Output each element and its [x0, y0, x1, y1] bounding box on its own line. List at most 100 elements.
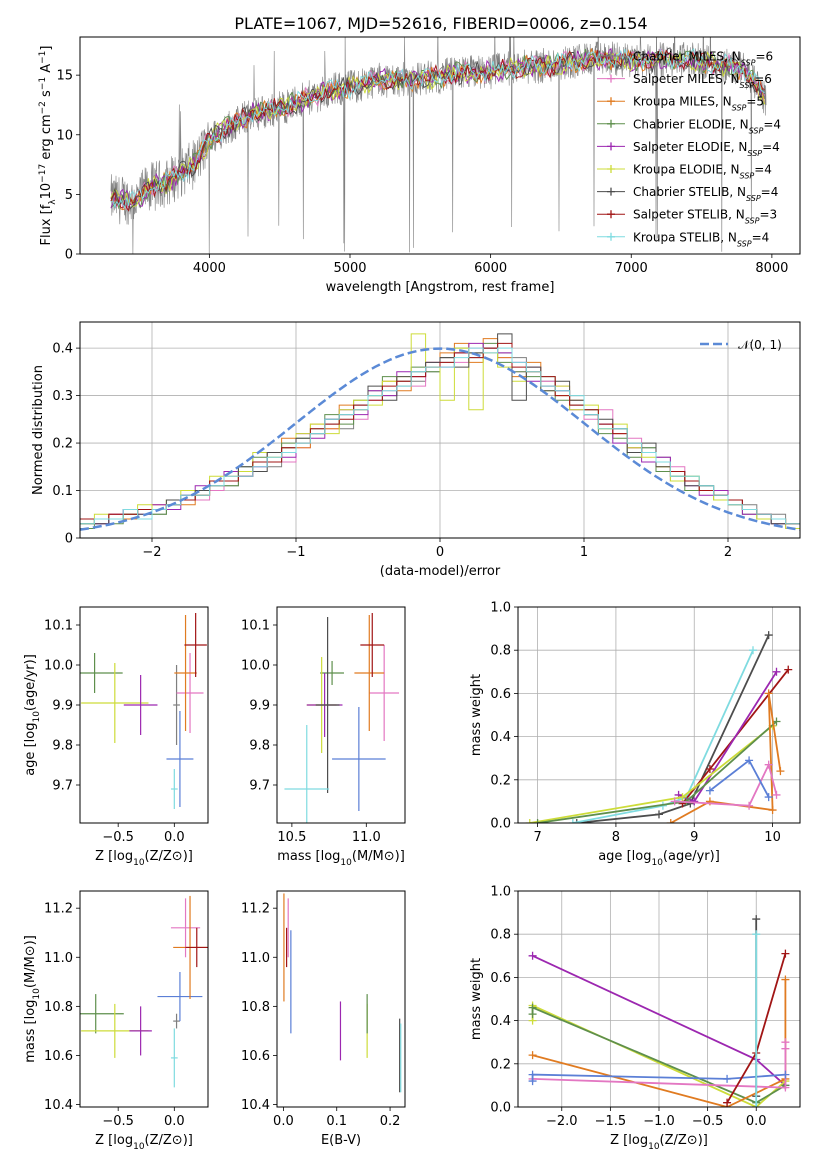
legend-marker — [607, 210, 615, 219]
residuals-legend: 𝒩(0, 1) — [700, 338, 782, 352]
weight-point — [528, 1003, 537, 1012]
errorbar-point — [184, 613, 207, 677]
weight-point — [772, 667, 781, 676]
weight-point — [781, 1070, 790, 1079]
y-tick-label: 15 — [56, 69, 73, 84]
y-tick-label: 0.6 — [490, 687, 511, 702]
x-tick-label: 8 — [612, 830, 620, 845]
x-tick-label: 1 — [580, 545, 588, 560]
y-axis-label: mass weight — [469, 958, 484, 1040]
residuals-panel: −2 −1 0 1 2 0 0.1 0.2 0.3 0.4 (data-model)/error No… — [31, 321, 801, 579]
legend-entry: 𝒩(0, 1) — [738, 338, 782, 352]
x-tick-label: 10 — [764, 830, 781, 845]
x-tick-label: −1.0 — [643, 1114, 675, 1129]
x-axis-label: Z [log10(Z/Z⊙)] — [610, 1133, 708, 1152]
x-tick-label: −1.5 — [595, 1114, 627, 1129]
errorbar-point — [166, 711, 194, 807]
weight-point — [772, 717, 781, 726]
weight-point — [776, 767, 785, 776]
errorbar-point — [320, 661, 344, 685]
errorbar-point — [170, 769, 178, 809]
histogram-step — [80, 347, 800, 525]
y-tick-label: 11.2 — [44, 902, 73, 917]
y-tick-label: 0.2 — [52, 437, 73, 452]
y-tick-label: 0.4 — [490, 730, 511, 745]
legend-entry: Salpeter STELIB, NSSP=3 — [633, 208, 777, 226]
axes-frame — [79, 890, 209, 1108]
figure-title: PLATE=1067, MJD=52616, FIBERID=0006, z=0… — [234, 14, 647, 33]
legend-marker — [607, 187, 615, 196]
x-tick-label: −0.5 — [102, 1114, 134, 1129]
y-tick-label: 0.4 — [490, 1014, 511, 1029]
y-tick-label: 1.0 — [490, 885, 511, 900]
errorbar-point — [354, 615, 385, 731]
weight-point — [528, 1051, 537, 1060]
x-axis-label: wavelength [Angstrom, rest frame] — [326, 280, 555, 295]
errorbar-point — [284, 725, 330, 823]
errorbar-point — [315, 617, 340, 793]
x-axis-label: Z [log10(Z/Z⊙)] — [95, 1133, 193, 1152]
weight-point — [764, 631, 773, 640]
y-tick-label: 0 — [65, 248, 73, 263]
weight-point — [745, 801, 754, 810]
weight-point — [533, 819, 542, 823]
weight-point — [568, 819, 577, 823]
weight-point — [528, 951, 537, 960]
observed-spectrum — [110, 37, 767, 254]
x-tick-label: 0 — [436, 545, 444, 560]
x-tick-label: 7000 — [615, 261, 648, 276]
weight-point — [666, 819, 675, 823]
age-vs-Z-panel: −0.5 0.0 9.7 9.8 9.9 10.0 10.1 Z [log10(Z/Z⊙)] a… — [23, 606, 209, 868]
x-tick-label: 6000 — [474, 261, 507, 276]
errorbar-point — [360, 613, 385, 677]
legend-entry: Kroupa ELODIE, NSSP=4 — [633, 163, 772, 181]
y-tick-label: 11.0 — [44, 951, 73, 966]
axes-frame — [517, 606, 801, 824]
legend-marker — [607, 165, 615, 173]
y-tick-label: 9.9 — [52, 699, 73, 714]
legend-marker — [607, 97, 615, 106]
mass-vs-EBV-panel: 0.0 0.1 0.2 10.4 10.6 10.8 11.0 11.2 E(B-V) — [241, 890, 406, 1148]
legend-entry: Chabrier STELIB, NSSP=4 — [633, 185, 778, 203]
y-tick-label: 10 — [56, 128, 73, 143]
y-tick-label: 9.8 — [249, 739, 270, 754]
weight-point — [705, 765, 714, 773]
y-tick-label: 10.1 — [241, 619, 270, 634]
y-tick-label: 10.0 — [44, 659, 73, 674]
weight-point — [705, 786, 714, 795]
x-tick-label: −2.0 — [546, 1114, 578, 1129]
x-tick-label: 10.5 — [277, 830, 306, 845]
weight-point — [781, 1038, 790, 1047]
weight-point — [749, 646, 757, 655]
weight-point — [764, 689, 773, 698]
weight-point — [781, 975, 790, 984]
x-tick-label: 4000 — [193, 261, 226, 276]
histogram-lines — [80, 333, 800, 531]
weight-lines — [525, 631, 793, 823]
weight-vs-age-panel: 7 8 9 10 0.0 0.2 0.4 0.6 0.8 1.0 age [log10(age/yr… — [469, 601, 801, 868]
y-tick-label: 9.7 — [249, 779, 270, 794]
legend-marker — [607, 119, 615, 128]
x-tick-label: −0.5 — [692, 1114, 724, 1129]
mass-vs-Z-panel: −0.5 0.0 10.4 10.6 10.8 11.0 11.2 Z [log10(Z/Z⊙… — [23, 890, 209, 1152]
y-tick-label: 11.2 — [241, 902, 270, 917]
spectrum-curves — [110, 37, 767, 254]
y-axis-label: Flux [fλ10−17 erg cm−2 s−1 A−1] — [38, 46, 58, 246]
axes-frame — [79, 36, 801, 255]
y-tick-label: 0.4 — [52, 342, 73, 357]
y-axis-label: mass [log10(M/M⊙)] — [23, 935, 42, 1063]
x-axis-label: (data-model)/error — [380, 564, 501, 579]
weight-point — [764, 760, 773, 769]
weight-point — [745, 756, 754, 765]
weight-point — [772, 790, 781, 799]
weight-series-line — [576, 634, 770, 823]
y-tick-label: 5 — [65, 188, 73, 203]
y-tick-label: 10.1 — [44, 619, 73, 634]
x-axis-label: age [log10(age/yr)] — [598, 849, 720, 868]
y-tick-label: 0.2 — [490, 773, 511, 788]
errorbar-point — [170, 1028, 178, 1088]
legend-marker — [607, 142, 615, 151]
normal-distribution-curve — [80, 347, 800, 531]
weight-point — [752, 915, 761, 924]
weight-point — [784, 665, 793, 674]
